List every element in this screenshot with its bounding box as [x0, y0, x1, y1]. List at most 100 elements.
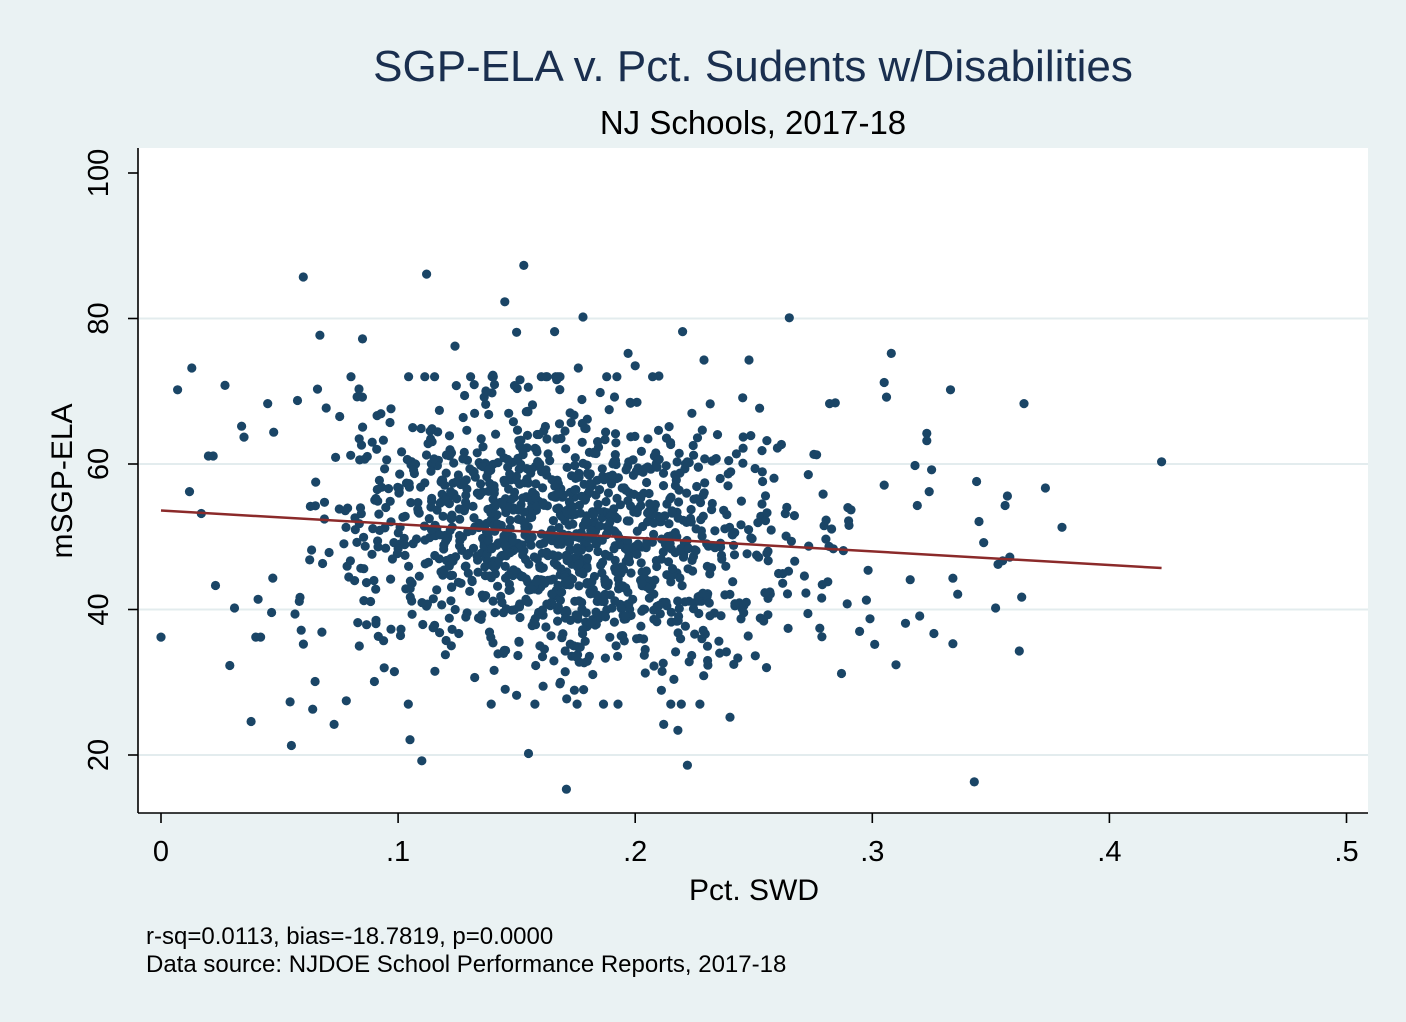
data-point	[346, 372, 356, 382]
data-point	[654, 600, 664, 611]
data-point	[385, 417, 395, 428]
data-point	[666, 439, 676, 450]
data-point	[769, 473, 779, 483]
data-point	[750, 463, 760, 474]
y-tick-label: 80	[83, 302, 115, 334]
y-tick-label: 20	[83, 739, 115, 771]
data-point	[783, 623, 793, 634]
data-point	[156, 632, 166, 642]
data-point	[616, 562, 627, 572]
data-point	[354, 641, 364, 651]
data-point	[600, 435, 610, 445]
data-point	[408, 423, 418, 433]
data-point	[489, 665, 499, 676]
data-point	[640, 463, 651, 474]
data-point	[397, 447, 407, 457]
data-point	[446, 487, 456, 497]
data-point	[468, 467, 478, 477]
data-point	[636, 558, 646, 568]
data-point	[462, 425, 472, 435]
data-point	[577, 604, 587, 614]
data-point	[712, 430, 723, 440]
data-point	[667, 564, 678, 574]
data-point	[354, 384, 364, 394]
data-point	[1040, 483, 1050, 493]
data-point	[484, 627, 495, 637]
data-point	[285, 697, 295, 707]
data-point	[821, 534, 831, 544]
data-point	[658, 468, 669, 478]
data-point	[600, 612, 611, 622]
data-point	[789, 510, 800, 521]
data-point	[184, 487, 195, 497]
data-point	[504, 408, 514, 418]
data-point	[703, 655, 713, 666]
data-point	[628, 470, 639, 480]
data-point	[568, 519, 578, 529]
data-point	[450, 604, 460, 615]
data-point	[674, 448, 684, 458]
data-point	[592, 590, 602, 600]
data-point	[539, 644, 550, 654]
data-point	[360, 541, 370, 551]
data-point	[648, 372, 658, 382]
data-point	[700, 478, 710, 488]
data-point	[555, 677, 566, 688]
data-point	[393, 528, 403, 538]
data-point	[605, 632, 615, 642]
data-point	[577, 437, 587, 447]
data-point	[496, 447, 506, 457]
data-point	[652, 462, 662, 472]
data-point	[905, 575, 915, 585]
data-point	[308, 704, 318, 714]
data-point	[782, 589, 793, 599]
data-point	[522, 464, 532, 474]
data-point	[357, 334, 368, 344]
data-point	[636, 446, 647, 456]
data-point	[523, 407, 533, 417]
data-point	[588, 669, 598, 680]
data-point	[476, 434, 486, 444]
data-point	[374, 475, 384, 485]
data-point	[402, 454, 412, 465]
data-point	[560, 613, 571, 623]
data-point	[405, 576, 415, 586]
data-point	[512, 425, 523, 435]
data-point	[622, 516, 632, 526]
data-point	[759, 616, 769, 626]
data-point	[707, 505, 717, 515]
data-point	[664, 519, 674, 529]
data-point	[367, 437, 377, 447]
data-point	[430, 550, 440, 561]
data-point	[329, 719, 339, 730]
data-point	[541, 465, 551, 475]
data-point	[497, 498, 507, 508]
data-point	[518, 493, 528, 503]
data-point	[842, 599, 852, 609]
data-point	[456, 578, 466, 588]
data-point	[490, 608, 500, 618]
data-point	[343, 503, 353, 513]
data-point	[881, 392, 892, 402]
data-point	[567, 506, 577, 516]
data-point	[642, 477, 652, 488]
data-point	[615, 500, 626, 510]
data-point	[763, 556, 773, 566]
data-point	[809, 449, 819, 459]
data-point	[187, 363, 197, 373]
data-point	[675, 573, 685, 583]
data-point	[762, 548, 772, 558]
data-point	[345, 556, 355, 566]
data-point	[420, 559, 430, 569]
data-point	[477, 487, 487, 497]
data-point	[400, 550, 410, 561]
data-point	[454, 530, 465, 541]
data-point	[382, 455, 392, 465]
data-point	[465, 586, 475, 597]
data-point	[695, 699, 705, 709]
data-point	[782, 502, 792, 512]
data-point	[362, 620, 372, 630]
data-point	[682, 760, 693, 770]
data-point	[229, 603, 240, 613]
data-point	[428, 623, 438, 633]
